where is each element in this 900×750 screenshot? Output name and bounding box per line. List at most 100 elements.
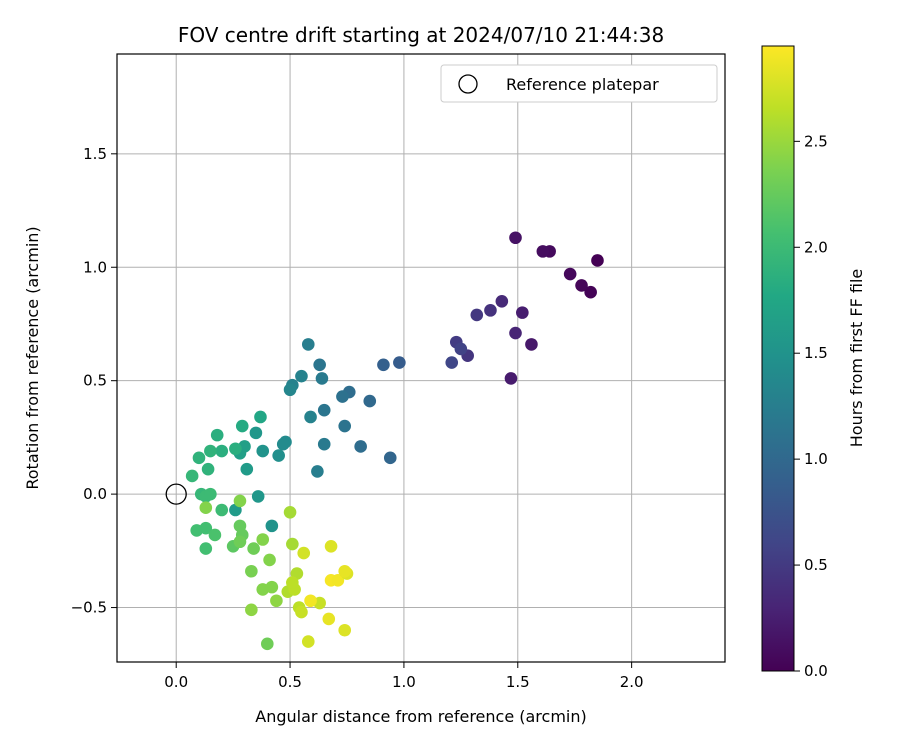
data-point — [215, 444, 229, 458]
x-tick-label: 2.0 — [620, 673, 644, 691]
x-tick-label: 0.0 — [164, 673, 188, 691]
data-point — [313, 358, 326, 372]
colorbar-tick-label: 2.5 — [804, 132, 828, 150]
data-point — [575, 279, 588, 292]
data-point — [199, 501, 213, 515]
colorbar: 0.0 0.5 1.0 1.5 2.0 2.5 Hours from first FF f… — [761, 45, 866, 680]
data-point — [301, 635, 315, 648]
data-point — [584, 285, 597, 299]
data-point — [245, 603, 258, 617]
data-point — [265, 580, 279, 594]
data-point — [304, 410, 317, 424]
grid-lines — [117, 54, 725, 662]
data-point — [495, 294, 509, 308]
x-axis-label: Angular distance from reference (arcmin) — [255, 707, 586, 726]
colorbar-tick-label: 2.0 — [804, 238, 828, 256]
data-point — [204, 444, 217, 458]
data-point — [311, 465, 324, 478]
y-tick-label: 0.5 — [83, 372, 107, 390]
data-point — [286, 537, 299, 551]
data-point — [295, 605, 308, 619]
data-point — [315, 372, 329, 385]
data-point — [322, 612, 336, 626]
data-point — [249, 426, 263, 440]
data-points — [185, 231, 604, 651]
data-point — [470, 308, 484, 322]
colorbar-tick-label: 1.0 — [804, 450, 828, 468]
x-tick-label: 1.5 — [506, 673, 530, 691]
colorbar-gradient — [761, 45, 795, 672]
legend-box — [440, 64, 718, 103]
data-point — [383, 451, 397, 465]
data-point — [229, 442, 242, 456]
data-point — [256, 533, 270, 546]
legend: Reference platepar — [440, 64, 718, 103]
data-point — [199, 521, 213, 535]
data-point — [265, 519, 279, 533]
data-point — [563, 267, 577, 281]
y-tick-label: 0.0 — [83, 485, 107, 503]
data-point — [256, 444, 270, 458]
data-point — [233, 494, 247, 508]
data-point — [484, 304, 497, 317]
data-point — [240, 462, 254, 476]
data-point — [235, 419, 249, 433]
data-point — [377, 358, 390, 372]
reference-marker-group — [165, 483, 187, 505]
data-point — [270, 594, 283, 608]
y-tick-label: −0.5 — [71, 599, 107, 617]
y-axis-ticks: −0.5 0.0 0.5 1.0 1.5 — [71, 145, 117, 617]
data-point — [338, 623, 352, 637]
data-point — [445, 356, 459, 369]
data-point — [338, 419, 352, 433]
data-point — [233, 535, 247, 549]
colorbar-label: Hours from first FF file — [847, 269, 866, 448]
x-tick-label: 0.5 — [278, 673, 302, 691]
data-point — [283, 383, 297, 397]
legend-marker — [458, 74, 478, 94]
data-point — [283, 505, 297, 519]
x-axis-ticks: 0.0 0.5 1.0 1.5 2.0 — [164, 662, 644, 691]
data-point — [454, 342, 468, 356]
colorbar-tick-label: 1.5 — [804, 344, 828, 362]
data-point — [210, 428, 224, 442]
y-tick-label: 1.5 — [83, 145, 107, 163]
data-point — [215, 503, 229, 517]
data-point — [276, 437, 290, 451]
data-point — [317, 437, 331, 451]
legend-entry: Reference platepar — [506, 75, 659, 94]
y-tick-label: 1.0 — [83, 258, 107, 276]
data-point — [336, 390, 349, 403]
data-point — [504, 372, 518, 385]
data-point — [516, 306, 529, 319]
data-point — [331, 574, 345, 587]
data-point — [185, 469, 199, 483]
data-point — [272, 449, 285, 462]
data-point — [254, 410, 267, 424]
data-point — [338, 564, 352, 578]
data-point — [297, 546, 311, 560]
data-point — [324, 539, 338, 553]
plot-frame — [116, 53, 726, 663]
data-point — [199, 542, 213, 555]
data-point — [251, 490, 265, 503]
data-point — [509, 326, 522, 340]
colorbar-tick-label: 0.5 — [804, 556, 828, 574]
data-point — [301, 338, 315, 351]
chart-title: FOV centre drift starting at 2024/07/10 … — [178, 23, 664, 47]
data-point — [317, 403, 331, 417]
data-point — [591, 254, 604, 267]
data-point — [525, 338, 538, 351]
x-tick-label: 1.0 — [392, 673, 416, 691]
data-point — [536, 245, 550, 258]
colorbar-ticks: 0.0 0.5 1.0 1.5 2.0 2.5 — [794, 132, 828, 680]
data-point — [247, 542, 260, 555]
data-point — [509, 231, 522, 245]
colorbar-tick-label: 0.0 — [804, 662, 828, 680]
data-point — [286, 576, 299, 589]
y-axis-label: Rotation from reference (arcmin) — [23, 226, 42, 489]
data-point — [354, 440, 367, 453]
data-point — [192, 451, 206, 465]
data-point — [260, 637, 274, 651]
